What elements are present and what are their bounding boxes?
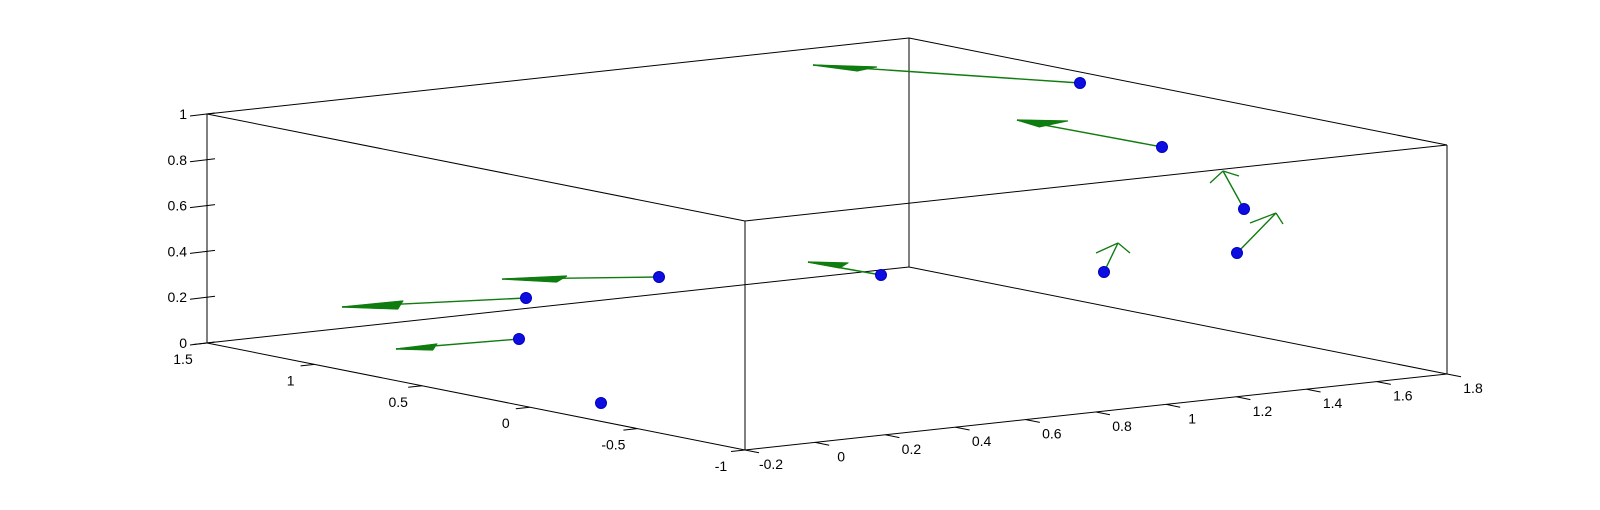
z-tick [189,112,216,117]
velocity-arrow-head-wing [341,306,399,310]
z-tick-label: 0.2 [168,289,188,305]
z-tick-label: 0.4 [168,243,188,259]
x-tick [744,449,760,454]
data-point-marker [520,292,532,304]
x-tick-label: 0.8 [1112,418,1132,434]
velocity-arrow-head-wing [1095,242,1119,254]
x-tick-label: 1 [1188,410,1196,426]
axes-box-edge [206,37,910,115]
axes-box-edge [908,266,1448,375]
axes-box-edge [206,266,910,344]
x-tick-label: 1.2 [1253,403,1273,419]
y-tick [300,363,315,367]
x-tick-label: 0.4 [972,433,992,449]
z-tick [189,249,216,254]
x-tick-label: 0 [837,448,845,464]
y-tick-label: 0.5 [388,394,408,410]
y-tick [515,406,530,410]
velocity-arrow-head-wing [501,278,558,283]
velocity-arrow-head-wing [1016,119,1041,128]
x-tick-label: 1.4 [1323,395,1343,411]
data-point-marker [875,269,887,281]
x-tick-label: 0.2 [902,441,922,457]
velocity-arrow-head-wing [501,275,568,280]
x-tick [1166,403,1181,408]
velocity-arrow-head-wing [807,261,841,269]
z-tick [189,204,216,209]
x-tick [885,434,900,439]
velocity-arrow-head-wing [812,64,859,72]
y-tick-label: 1.5 [173,351,193,367]
x-tick [1376,381,1391,385]
z-tick-label: 1 [179,106,187,122]
y-tick [408,385,423,388]
data-point-marker [653,271,665,283]
y-tick [730,449,746,452]
x-tick [955,426,970,431]
data-point-marker [1156,141,1168,153]
x-tick [1306,388,1321,393]
velocity-arrow-head-wing [395,348,434,351]
z-tick-label: 0.8 [168,152,188,168]
y-tick-label: 1 [287,372,295,388]
axes-box-edge [206,342,746,451]
x-tick [1095,411,1111,416]
velocity-arrow-head-wing [395,343,438,350]
axes-box-edge [206,113,746,222]
axes-box-edge [744,144,1448,222]
y-tick-label: -1 [715,458,728,474]
x-tick [1236,396,1251,401]
z-tick-label: 0.6 [168,198,188,214]
z-tick [189,158,216,163]
z-tick [189,341,216,346]
velocity-arrow-head-wing [1117,242,1131,254]
x-tick-label: 1.8 [1463,380,1483,396]
y-tick-label: 0 [502,415,510,431]
velocity-arrow-shaft [1236,212,1277,254]
z-tick-label: 0 [179,335,187,351]
velocity-arrow-head-wing [1249,212,1277,224]
y-tick-label: -0.5 [601,437,625,453]
velocity-arrow-shaft [1222,170,1245,210]
data-point-marker [1098,266,1110,278]
y-tick [623,428,638,431]
data-point-marker [1074,77,1086,89]
x-tick-label: 0.6 [1042,426,1062,442]
velocity-arrow-head-wing [1275,212,1284,225]
x-tick [815,441,830,446]
velocity-arrow-head-wing [1209,170,1224,184]
data-point-marker [595,397,607,409]
x-tick [1446,373,1462,378]
velocity-arrow-head-wing [807,261,849,264]
x-tick-label: 1.6 [1393,388,1413,404]
axes-box-edge [908,37,1448,146]
data-point-marker [513,333,525,345]
velocity-arrow-head-wing [341,300,404,308]
data-point-marker [1238,203,1250,215]
velocity-arrow-head-wing [812,64,878,68]
velocity-arrow-head-wing [1016,119,1069,122]
data-point-marker [1231,247,1243,259]
velocity-arrow-head-wing [1222,170,1240,177]
x-tick [1025,419,1040,423]
x-tick-label: -0.2 [759,456,783,472]
z-tick [189,295,216,300]
